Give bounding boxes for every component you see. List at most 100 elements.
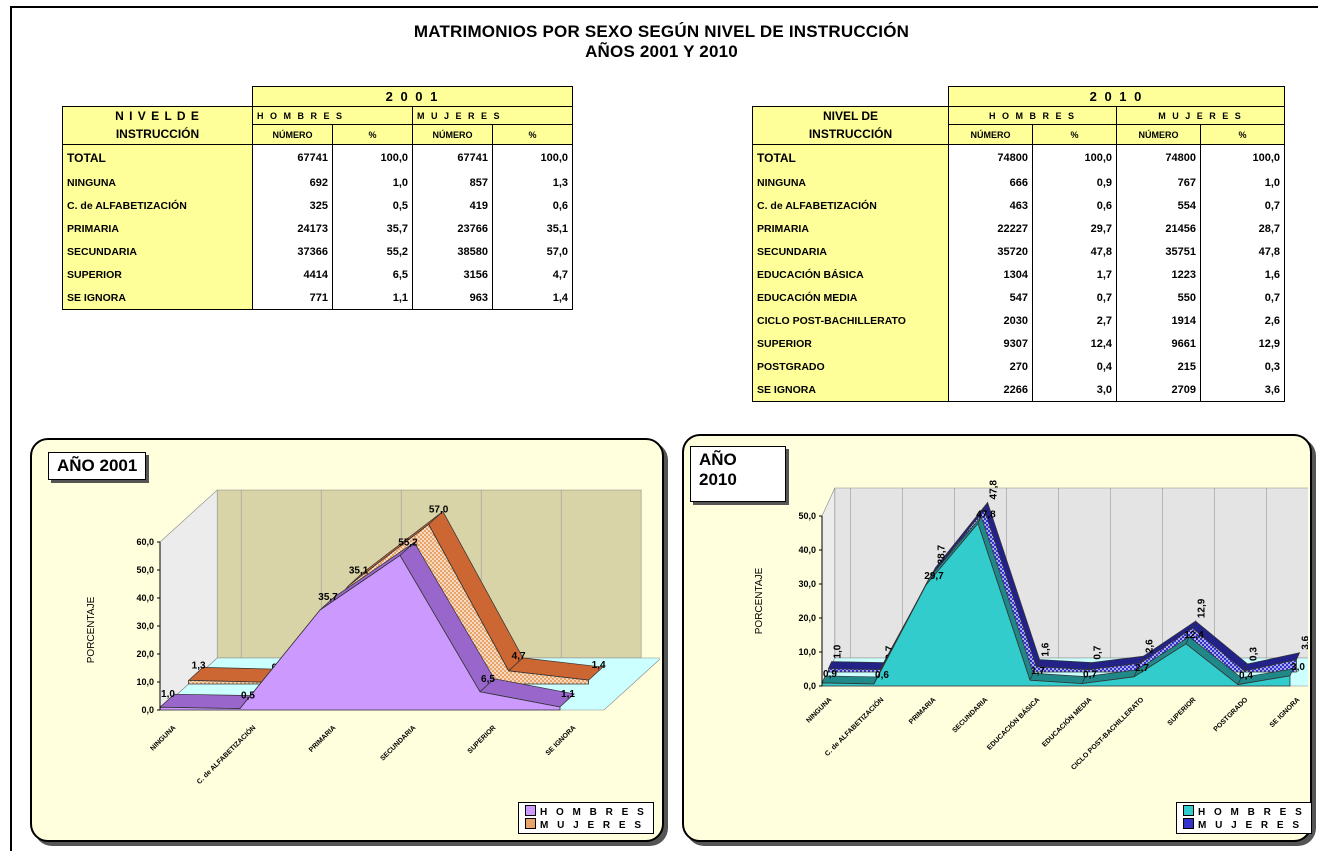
row-value: 1914 (1116, 309, 1201, 333)
data-label: 1,3 (192, 660, 206, 671)
row-label: NINGUNA (62, 171, 253, 195)
data-label: 1,6 (1040, 642, 1051, 656)
x-tick-label: EDUCACIÓN MEDIA (1040, 695, 1094, 749)
row-value: 2266 (948, 378, 1033, 402)
data-label: 28,7 (936, 545, 947, 565)
row-value: 1,1 (332, 286, 413, 310)
row-value: 37366 (252, 240, 333, 264)
row-value: 28,7 (1200, 217, 1285, 241)
row-value: 1,3 (492, 171, 573, 195)
row-value: 47,8 (1200, 240, 1285, 264)
data-label: 0,5 (241, 691, 255, 702)
y-tick-label: 10,0 (136, 677, 154, 687)
row-value: 666 (948, 171, 1033, 195)
x-tick-label: POSTGRADO (1213, 696, 1250, 733)
pct-header: % (492, 124, 573, 145)
hombres-header: H O M B R E S (252, 106, 413, 125)
row-value: 767 (1116, 171, 1201, 195)
y-tick-label: 40,0 (798, 545, 816, 555)
row-value: 35751 (1116, 240, 1201, 264)
legend-item-hombres: H O M B R E S (525, 805, 647, 818)
data-label: 35,7 (318, 592, 338, 603)
data-label: 1,0 (832, 644, 843, 658)
row-value: 692 (252, 171, 333, 195)
page-subtitle: AÑOS 2001 Y 2010 (585, 42, 738, 61)
y-tick-label: 60,0 (136, 537, 154, 547)
row-value: 4414 (252, 263, 333, 287)
row-value: 24173 (252, 217, 333, 241)
row-value: 23766 (412, 217, 493, 241)
data-label: 0,3 (1248, 647, 1259, 661)
row-value: 2,7 (1032, 309, 1117, 333)
row-value: 0,6 (1032, 194, 1117, 218)
x-tick-label: C. de ALFABETIZACIÓN (823, 695, 886, 758)
table-row: C. de ALFABETIZACIÓN 463 0,6 554 0,7 (752, 194, 1285, 218)
x-tick-label: SECUNDARIA (379, 724, 417, 762)
row-label: SE IGNORA (752, 378, 949, 402)
row-label: NINGUNA (752, 171, 949, 195)
data-label: 0,7 (1092, 645, 1103, 659)
row-value: 0,7 (1200, 194, 1285, 218)
x-tick-label: PRIMARIA (308, 724, 337, 753)
table-row: SUPERIOR 4414 6,5 3156 4,7 (62, 263, 573, 287)
row-value: 0,9 (1032, 171, 1117, 195)
row-value: 9307 (948, 332, 1033, 356)
data-label: 2,6 (1144, 639, 1155, 653)
row-label: EDUCACIÓN BÁSICA (752, 263, 949, 287)
y-tick-label: 40,0 (136, 593, 154, 603)
row-value: 0,7 (1032, 286, 1117, 310)
data-label: 47,8 (988, 480, 999, 500)
table-row: PRIMARIA 24173 35,7 23766 35,1 (62, 217, 573, 241)
y-tick-label: 30,0 (798, 579, 816, 589)
table-row: SE IGNORA 771 1,1 963 1,4 (62, 286, 573, 310)
data-label: 12,4 (1184, 630, 1204, 641)
y-tick-label: 20,0 (798, 613, 816, 623)
pct-header: % (1200, 124, 1285, 145)
x-tick-label: SE IGNORA (1269, 696, 1302, 729)
data-label: 4,7 (512, 651, 526, 662)
row-value: 2030 (948, 309, 1033, 333)
row-label: C. de ALFABETIZACIÓN (62, 194, 253, 218)
row-value: 2709 (1116, 378, 1201, 402)
table-2001: 2 0 0 1 N I V E L D E H O M B R E S M U … (62, 86, 573, 310)
row-value: 419 (412, 194, 493, 218)
legend-item-mujeres: M U J E R E S (1183, 818, 1305, 831)
row-value: 3156 (412, 263, 493, 287)
mujeres-header: M U J E R E S (1116, 106, 1285, 125)
pct-header: % (1032, 124, 1117, 145)
data-label: 55,2 (398, 537, 418, 548)
chart-2001: 1,30,635,157,04,71,41,00,535,755,26,51,1… (86, 489, 660, 786)
x-tick-label: C. de ALFABETIZACIÓN (195, 723, 258, 786)
row-value: 463 (948, 194, 1033, 218)
row-value: 0,3 (1200, 355, 1285, 379)
row-label: SE IGNORA (62, 286, 253, 310)
row-value: 0,5 (332, 194, 413, 218)
data-label: 0,4 (1239, 671, 1253, 682)
row-value: 0,7 (1200, 286, 1285, 310)
pct-header: % (332, 124, 413, 145)
data-label: 47,8 (976, 509, 996, 520)
series-area-hombres (821, 522, 1291, 687)
row-value: 38580 (412, 240, 493, 264)
row-value: 0,4 (1032, 355, 1117, 379)
table-row: POSTGRADO 270 0,4 215 0,3 (752, 355, 1285, 379)
row-label: TOTAL (752, 144, 949, 172)
row-label: TOTAL (62, 144, 253, 172)
data-label: 35,1 (349, 566, 369, 577)
row-value: 2,6 (1200, 309, 1285, 333)
row-value: 57,0 (492, 240, 573, 264)
row-value: 35,7 (332, 217, 413, 241)
row-value: 1,4 (492, 286, 573, 310)
row-value: 547 (948, 286, 1033, 310)
row-value: 554 (1116, 194, 1201, 218)
page-frame (10, 6, 1318, 851)
year-header: 2 0 0 1 (252, 86, 573, 107)
row-value: 74800 (948, 144, 1033, 172)
row-label: POSTGRADO (752, 355, 949, 379)
row-value: 270 (948, 355, 1033, 379)
numero-header: NÚMERO (412, 124, 493, 145)
table-row: C. de ALFABETIZACIÓN 325 0,5 419 0,6 (62, 194, 573, 218)
numero-header: NÚMERO (252, 124, 333, 145)
row-value: 1,7 (1032, 263, 1117, 287)
mujeres-header: M U J E R E S (412, 106, 573, 125)
